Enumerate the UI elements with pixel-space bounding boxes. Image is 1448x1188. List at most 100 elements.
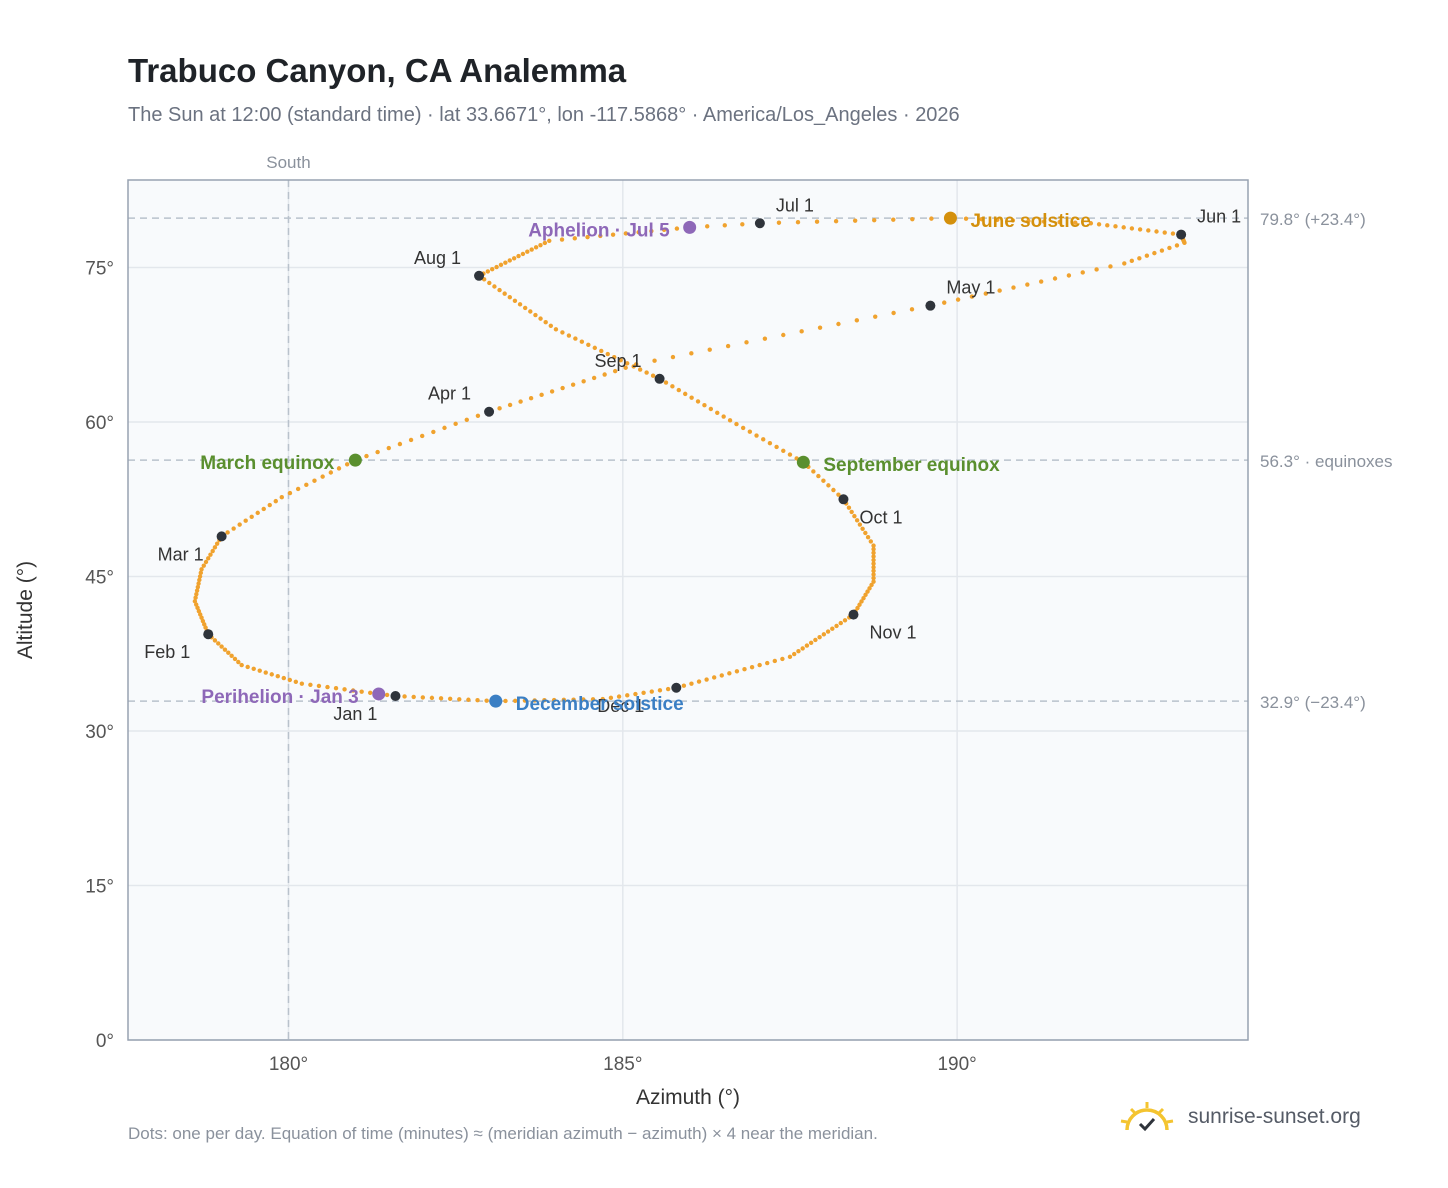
analemma-day-dot xyxy=(1052,276,1058,281)
analemma-day-dot xyxy=(522,698,528,703)
analemma-day-dot xyxy=(1094,267,1099,272)
analemma-day-dot xyxy=(206,556,211,561)
analemma-day-dot xyxy=(226,650,231,655)
analemma-day-dot xyxy=(636,230,641,235)
analemma-day-dot xyxy=(762,336,768,341)
analemma-day-dot xyxy=(1122,261,1127,266)
footnote: Dots: one per day. Equation of time (min… xyxy=(128,1124,878,1143)
month-marker-label: Aug 1 xyxy=(414,248,461,268)
analemma-day-dot xyxy=(1154,229,1159,234)
analemma-day-dot xyxy=(1170,231,1176,236)
month-marker-dot xyxy=(484,406,495,417)
analemma-day-dot xyxy=(559,237,565,242)
analemma-day-dot xyxy=(831,487,836,493)
analemma-day-dot xyxy=(293,679,299,684)
analemma-day-dot xyxy=(197,577,202,583)
analemma-day-dot xyxy=(683,391,688,397)
analemma-day-dot xyxy=(275,674,280,679)
analemma-day-dot xyxy=(641,690,646,695)
analemma-day-dot xyxy=(195,605,200,611)
analemma-day-dot xyxy=(796,649,801,654)
analemma-day-dot xyxy=(817,634,822,640)
analemma-day-dot xyxy=(811,469,816,474)
analemma-day-dot xyxy=(261,506,266,512)
analemma-day-dot xyxy=(842,618,848,623)
analemma-day-dot xyxy=(487,280,492,286)
analemma-day-dot xyxy=(525,249,530,254)
analemma-day-dot xyxy=(616,694,622,699)
analemma-day-dot xyxy=(420,433,425,439)
analemma-day-dot xyxy=(650,373,656,378)
analemma-day-dot xyxy=(543,320,548,325)
analemma-day-dot xyxy=(721,414,726,419)
analemma-day-dot xyxy=(328,470,334,475)
analemma-day-dot xyxy=(225,530,230,535)
analemma-day-dot xyxy=(386,445,391,451)
analemma-day-dot xyxy=(722,223,727,228)
analemma-day-dot xyxy=(304,482,309,488)
month-markers: Jan 1 Feb 1 Mar 1 Apr 1 May 1 Jun 1 Jul 1 Aug 1… xyxy=(144,195,1241,724)
analemma-day-dot xyxy=(566,333,572,338)
analemma-day-dot xyxy=(871,554,876,559)
analemma-day-dot xyxy=(825,629,831,634)
analemma-day-dot xyxy=(1010,218,1016,223)
plot-area xyxy=(128,180,1248,1040)
analemma-day-dot xyxy=(725,343,731,349)
analemma-day-dot xyxy=(402,694,407,699)
y-tick-label: 60° xyxy=(85,413,114,434)
analemma-day-dot xyxy=(384,692,390,698)
analemma-day-dot xyxy=(585,234,590,240)
analemma-day-dot xyxy=(857,522,863,527)
analemma-day-dot xyxy=(216,641,221,646)
analemma-day-dot xyxy=(269,672,274,677)
analemma-day-dot xyxy=(833,218,839,224)
month-marker-label: Sep 1 xyxy=(595,351,642,371)
analemma-day-dot xyxy=(197,574,203,579)
analemma-day-dot xyxy=(528,309,533,314)
x-tick-label: 180° xyxy=(269,1054,308,1075)
analemma-day-dot xyxy=(279,495,284,500)
analemma-day-dot xyxy=(573,336,578,341)
analemma-day-dot xyxy=(547,238,552,243)
analemma-day-dot xyxy=(203,625,208,630)
analemma-day-dot xyxy=(517,302,523,307)
analemma-day-dot xyxy=(1105,223,1110,228)
analemma-day-dot xyxy=(503,698,508,704)
y-tick-label: 30° xyxy=(85,722,114,743)
analemma-day-dot xyxy=(871,543,876,548)
analemma-day-dot xyxy=(765,660,770,666)
analemma-day-dot xyxy=(503,260,508,265)
analemma-day-dot xyxy=(800,646,805,651)
analemma-day-dot xyxy=(817,325,823,330)
analemma-day-dot xyxy=(734,669,740,674)
y-axis-label: Altitude (°) xyxy=(14,561,37,659)
analemma-day-dot xyxy=(608,695,614,701)
analemma-day-dot xyxy=(605,351,610,357)
chart-title: Trabuco Canyon, CA Analemma xyxy=(128,52,627,89)
analemma-day-dot xyxy=(466,697,471,702)
analemma-day-dot xyxy=(855,605,860,611)
analemma-day-dot xyxy=(816,473,821,479)
analemma-day-dot xyxy=(194,602,199,607)
brand[interactable]: sunrise-sunset.org xyxy=(1118,1100,1361,1134)
analemma-day-dot xyxy=(507,258,512,263)
analemma-day-dot xyxy=(852,513,857,519)
analemma-day-dot xyxy=(1167,245,1172,251)
analemma-day-dot xyxy=(1159,248,1165,253)
analemma-day-dot xyxy=(572,236,577,241)
analemma-day-dot xyxy=(891,217,896,222)
analemma-day-dot xyxy=(754,433,759,438)
analemma-day-dot xyxy=(836,492,841,497)
analemma-day-dot xyxy=(581,379,586,384)
analemma-day-dot xyxy=(869,582,874,588)
analemma-day-dot xyxy=(821,478,826,483)
event-marker-dot xyxy=(348,453,362,467)
brand-name[interactable]: sunrise-sunset.org xyxy=(1188,1105,1361,1128)
analemma-day-dot xyxy=(586,342,591,347)
analemma-day-dot xyxy=(1108,264,1113,269)
analemma-day-dot xyxy=(846,505,852,510)
analemma-day-dot xyxy=(316,683,322,689)
analemma-day-dot xyxy=(814,219,820,224)
analemma-day-dot xyxy=(1152,250,1157,256)
analemma-day-dot xyxy=(581,697,586,702)
